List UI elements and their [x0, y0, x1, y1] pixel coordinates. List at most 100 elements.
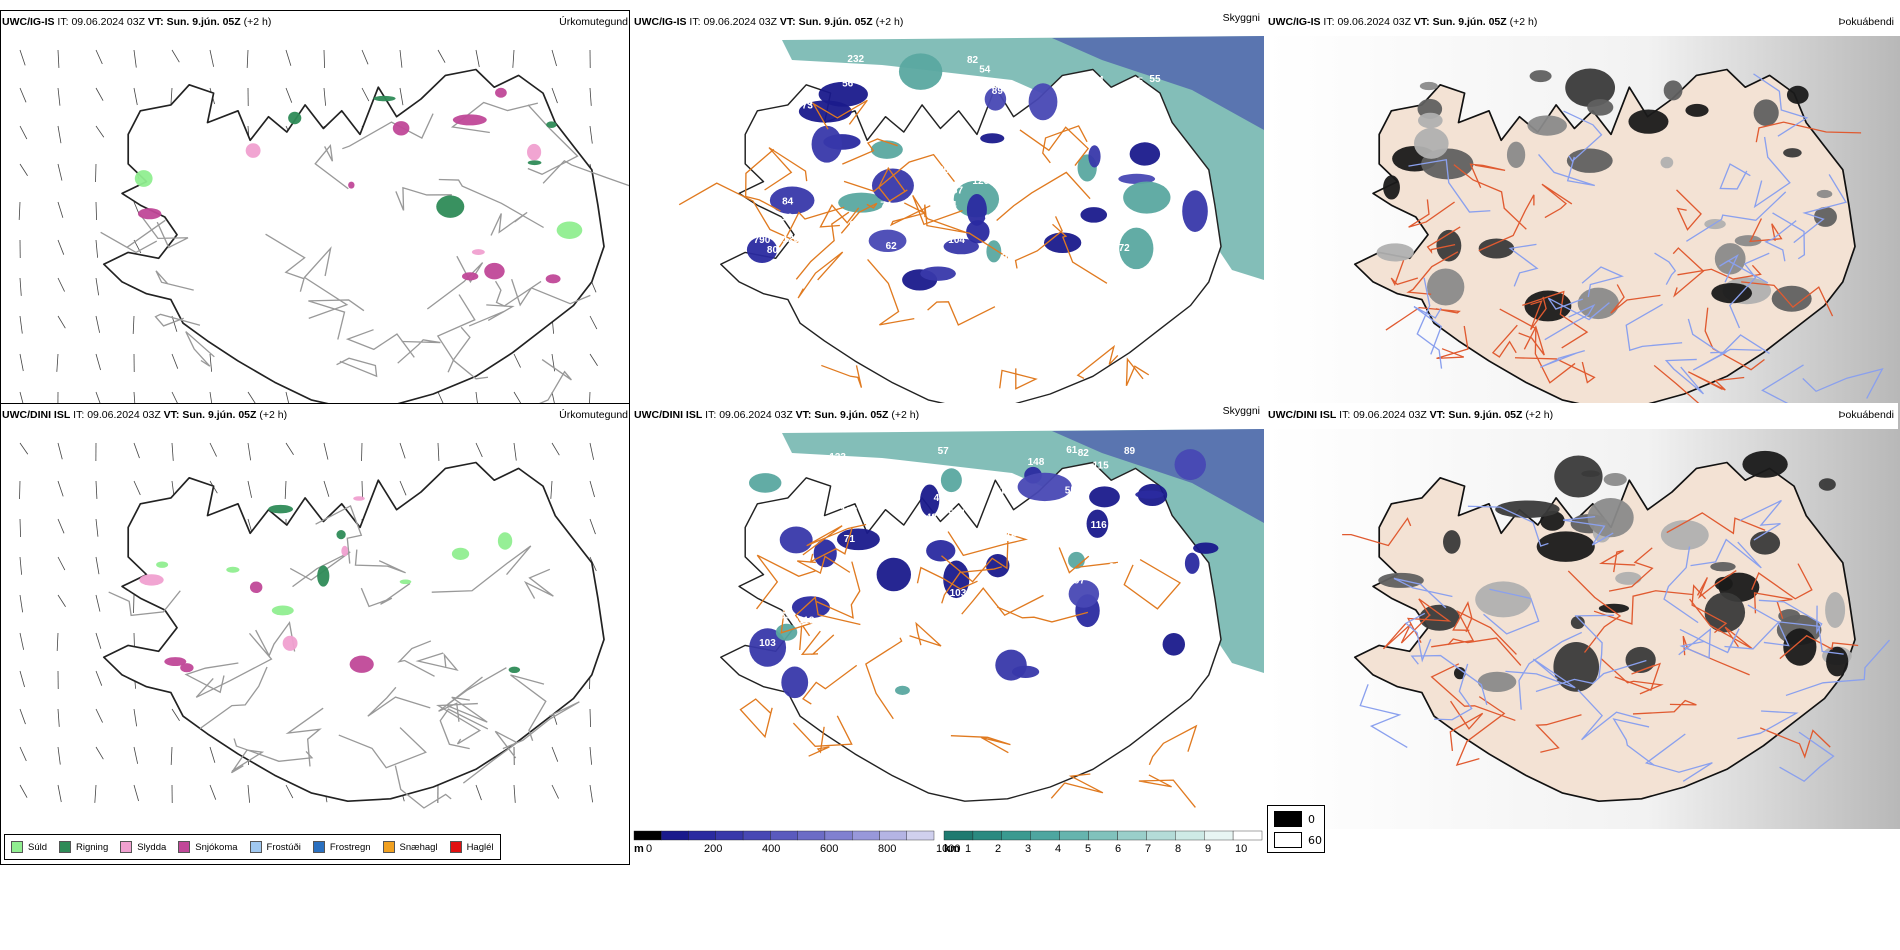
cloud-base-label: 84 — [1056, 653, 1068, 664]
model-name: UWC/IG-IS — [2, 16, 55, 28]
precip-type-panel: UWC/IG-IS IT: 09.06.2024 03Z VT: Sun. 9.… — [0, 10, 632, 476]
legend-item: Snjókoma — [178, 841, 238, 853]
fog-map — [1266, 429, 1900, 829]
cloud-base-label: 51 — [862, 245, 874, 256]
visibility-panel: UWC/IG-IS IT: 09.06.2024 03Z VT: Sun. 9.… — [632, 10, 1264, 476]
cloud-base-label: 121 — [927, 88, 944, 99]
cloud-base-label: 97 — [850, 220, 862, 231]
cloud-base-label: 114 — [1088, 75, 1105, 86]
lead-offset: (+2 h) — [243, 16, 272, 28]
cloud-base-label: 72 — [1119, 243, 1131, 254]
panel-header: UWC/IG-IS IT: 09.06.2024 03Z VT: Sun. 9.… — [1268, 16, 1537, 28]
model-name: UWC/DINI ISL — [634, 409, 703, 421]
model-name: UWC/DINI ISL — [2, 409, 71, 421]
panel-header: UWC/DINI ISL IT: 09.06.2024 03Z VT: Sun.… — [2, 409, 287, 421]
lead-offset: (+2 h) — [891, 409, 920, 421]
cloud-base-label: 42 — [1083, 259, 1095, 270]
cloud-base-label: 59 — [862, 69, 874, 80]
model-name: UWC/IG-IS — [634, 16, 687, 28]
cloud-base-label: 262 — [938, 165, 955, 176]
cloud-base-label: 594 — [948, 509, 965, 520]
fog-map — [1266, 36, 1900, 436]
cloud-base-label: 64 — [767, 511, 779, 522]
visibility-tick: 10 — [1235, 843, 1248, 855]
panel-title: Þokuábendi — [1838, 16, 1894, 28]
legend-item: Súld — [11, 841, 47, 853]
cloud-base-label: 104 — [940, 200, 957, 211]
visibility-map: 48 61 43 45 79 64 57 56 65 82 90 89 97 55 58 61 84 92 82 10… — [633, 429, 1264, 841]
lead-offset: (+2 h) — [1509, 16, 1538, 28]
model-name: UWC/DINI ISL — [1268, 409, 1337, 421]
cloud-base-label: 48 — [926, 513, 938, 524]
visibility-tick: 4 — [1055, 843, 1062, 855]
cloud-base-tick: 400 — [762, 843, 781, 855]
it-label: IT: — [1323, 16, 1335, 28]
precip-legend: Súld Rigning Slydda Snjókoma Frostúði Frostre… — [4, 834, 501, 860]
it-label: IT: — [705, 409, 717, 421]
visibility-tick: 6 — [1115, 843, 1122, 855]
lead-offset: (+2 h) — [875, 16, 904, 28]
cloud-base-label: 56 — [1071, 528, 1083, 539]
cloud-base-label: 120 — [1006, 529, 1023, 540]
it-value: 09.06.2024 03Z — [87, 409, 161, 421]
cloud-base-label: 90 — [782, 212, 794, 223]
cloud-base-label: 116 — [1091, 520, 1108, 531]
cloud-base-label: 47 — [906, 152, 918, 163]
visibility-panel: UWC/DINI ISL IT: 09.06.2024 03Z VT: Sun.… — [632, 403, 1264, 869]
cloud-base-label: 54 — [979, 64, 991, 75]
cloud-base-label: 71 — [844, 534, 856, 545]
legend-label: Snjókoma — [195, 841, 238, 853]
it-value: 09.06.2024 03Z — [703, 16, 777, 28]
cloud-base-label: 128 — [783, 234, 800, 245]
precip-type-panel: UWC/DINI ISL IT: 09.06.2024 03Z VT: Sun.… — [0, 403, 632, 869]
panel-title: Skyggni — [1222, 12, 1260, 24]
legend-item: Snæhagl — [382, 841, 438, 853]
cloud-base-label: 61 — [1066, 445, 1078, 456]
cloud-base-label: 90 — [837, 470, 849, 481]
cloud-base-label: 61 — [1109, 562, 1121, 573]
cloud-base-label: 69 — [891, 159, 903, 170]
legend-swatch — [11, 841, 23, 853]
legend-label: Frostúði — [266, 841, 301, 853]
cloud-base-colorbar — [633, 830, 935, 841]
vt-value: Sun. 9.jún. 05Z — [798, 16, 873, 28]
cloud-base-label: 10 — [1077, 97, 1089, 108]
legend-label: Frostregn — [329, 841, 371, 853]
legend-item: Frostúði — [249, 841, 301, 853]
fog-index-panel: UWC/DINI ISL IT: 09.06.2024 03Z VT: Sun.… — [1266, 403, 1900, 869]
precip-map — [0, 10, 630, 472]
cloud-base-label: 130 — [816, 165, 833, 176]
panel-title: Skyggni — [1222, 405, 1260, 417]
cloud-base-label: 115 — [1093, 460, 1110, 471]
panel-header: UWC/IG-IS IT: 09.06.2024 03Z VT: Sun. 9.… — [2, 16, 271, 28]
visibility-tick: 9 — [1205, 843, 1212, 855]
visibility-tick: 3 — [1025, 843, 1032, 855]
cloud-base-label: 65 — [931, 184, 943, 195]
panel-header: UWC/IG-IS IT: 09.06.2024 03Z VT: Sun. 9.… — [634, 16, 903, 28]
panel-title: Úrkomutegund — [559, 409, 628, 421]
cloud-base-label: 73 — [802, 100, 814, 111]
cloud-base-label: 148 — [1028, 457, 1045, 468]
cloud-base-label: 39 — [865, 477, 877, 488]
legend-swatch — [449, 841, 462, 853]
vt-label: VT: — [779, 16, 796, 28]
cloud-base-label: 55 — [1065, 486, 1077, 497]
vt-label: VT: — [163, 409, 180, 421]
cloud-base-label: 116 — [1160, 655, 1177, 666]
cloud-base-label: 143 — [1099, 163, 1116, 174]
legend-label: Slydda — [137, 841, 167, 853]
visibility-tick: 7 — [1145, 843, 1152, 855]
legend-label: Súld — [28, 841, 48, 853]
visibility-tick: 2 — [995, 843, 1002, 855]
cloud-base-label: 90 — [1002, 252, 1014, 263]
cloud-base-label: 58 — [947, 640, 959, 651]
it-label: IT: — [1339, 409, 1351, 421]
panel-title: Þokuábendi — [1838, 409, 1894, 421]
legend-item: Rigning — [59, 841, 108, 853]
legend-item: Slydda — [120, 841, 166, 853]
fog-legend-swatch — [1274, 832, 1302, 848]
vt-value: Sun. 9.jún. 05Z — [1448, 409, 1523, 421]
cloud-base-label: 113 — [798, 616, 815, 627]
visibility-tick: 1 — [965, 843, 972, 855]
cloud-base-label: 98 — [886, 598, 898, 609]
